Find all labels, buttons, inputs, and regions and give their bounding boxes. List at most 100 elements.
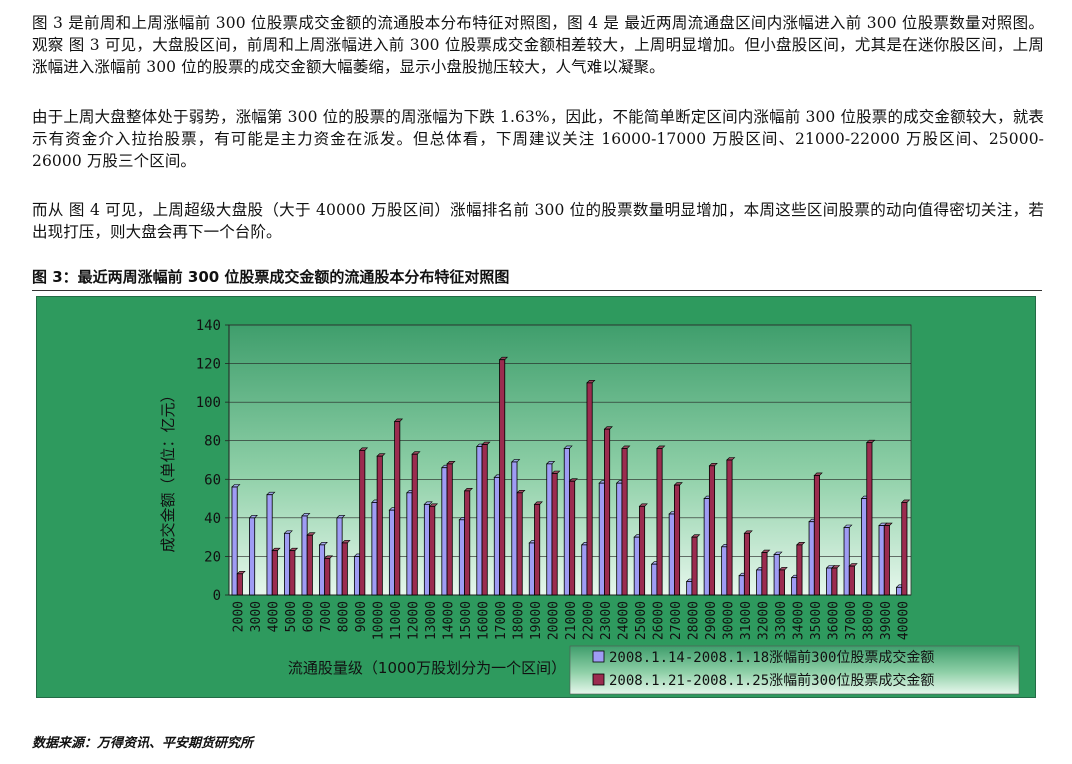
x-tick-label: 26000 [651, 601, 666, 640]
x-tick-label: 37000 [844, 601, 859, 640]
x-tick-label: 32000 [756, 601, 771, 640]
x-tick-label: 3000 [249, 601, 264, 632]
bar-series1 [301, 515, 308, 596]
x-tick-label: 30000 [721, 601, 736, 640]
bar-chart: 0 20 40 60 80 100 120 140 2000 3000 4000 5000 6000 70… [159, 318, 1020, 695]
y-tick-label: 120 [196, 357, 221, 373]
paragraph-3: 而从 图 4 可见，上周超级大盘股（大于 40000 万股区间）涨幅排名前 30… [32, 201, 1044, 241]
x-tick-label: 38000 [861, 601, 876, 640]
y-tick-label: 80 [204, 434, 221, 450]
bar-series2 [289, 550, 296, 596]
bar-series2 [446, 463, 453, 596]
bar-series1 [441, 467, 448, 596]
x-tick-label: 11000 [389, 601, 404, 640]
bar-series2 [901, 502, 908, 596]
bar-series2 [883, 525, 890, 596]
bar-series1 [371, 502, 378, 596]
bar-series1 [721, 546, 728, 596]
x-tick-label: 21000 [564, 601, 579, 640]
bar-series1 [581, 544, 588, 596]
y-tick-label: 20 [204, 549, 221, 565]
bar-series1 [458, 519, 465, 596]
paragraph-1: 图 3 是前周和上周涨幅前 300 位股票成交金额的流通股本分布特征对照图，图 … [32, 14, 1044, 76]
x-tick-label: 31000 [739, 601, 754, 640]
bar-series1 [528, 542, 535, 596]
chart-frame: 0 20 40 60 80 100 120 140 2000 3000 4000 5000 6000 70… [36, 296, 1036, 698]
legend-label-2: 2008.1.21-2008.1.25涨幅前300位股票成交金额 [609, 672, 934, 689]
bar-series1 [703, 498, 710, 596]
bar-series2 [586, 382, 593, 596]
bar-series1 [388, 509, 396, 596]
bar-series2 [236, 573, 243, 596]
title-divider [32, 290, 1042, 291]
bar-series2 [534, 503, 541, 596]
paragraph-2: 由于上周大盘整体处于弱势，涨幅第 300 位的股票的周涨幅为下跌 1.63%，因… [32, 108, 1044, 170]
bar-series1 [511, 461, 518, 596]
x-tick-label: 25000 [634, 601, 649, 640]
bar-series2 [411, 453, 418, 596]
y-tick-label: 140 [196, 318, 221, 334]
bar-series2 [831, 567, 838, 596]
x-tick-label: 17000 [494, 601, 509, 640]
bar-series2 [761, 552, 768, 596]
x-tick-label: 36000 [826, 601, 841, 640]
bar-series2 [656, 448, 663, 596]
bar-series2 [271, 550, 278, 596]
x-tick-label: 20000 [547, 601, 562, 640]
bar-series1 [861, 498, 868, 596]
bar-series1 [231, 486, 238, 596]
y-tick-label: 0 [213, 588, 221, 604]
legend-swatch-2 [592, 673, 605, 686]
x-tick-label: 13000 [424, 601, 439, 640]
x-tick-label: 10000 [372, 601, 387, 640]
bar-series1 [773, 554, 780, 596]
x-tick-label: 6000 [302, 601, 317, 632]
y-tick-label: 40 [204, 511, 221, 527]
bar-series2 [429, 505, 436, 596]
bar-series2 [499, 359, 506, 596]
bar-series2 [569, 480, 576, 596]
x-tick-label: 22000 [581, 601, 596, 640]
x-tick-label: 15000 [459, 601, 474, 640]
y-tick-label: 100 [196, 395, 221, 411]
x-tick-label: 4000 [267, 601, 282, 632]
bar-series2 [324, 557, 331, 596]
bar-series2 [621, 448, 628, 596]
x-tick-label: 24000 [616, 601, 631, 640]
x-tick-label: 16000 [477, 601, 492, 640]
bar-series2 [516, 492, 523, 596]
x-tick-label: 34000 [791, 601, 806, 640]
bar-series2 [639, 505, 646, 596]
legend-swatch-1 [592, 650, 605, 663]
x-tick-label: 35000 [809, 601, 824, 640]
legend-box [569, 645, 1020, 695]
bar-series1 [336, 517, 343, 596]
x-tick-label: 12000 [407, 601, 422, 640]
bar-series1 [319, 544, 326, 596]
y-axis-title: 成交金额（单位：亿元） [159, 387, 177, 552]
bar-series1 [353, 556, 361, 596]
bar-series1 [651, 563, 658, 596]
bar-series1 [686, 581, 693, 596]
x-tick-label: 40000 [896, 601, 911, 640]
bar-series1 [843, 527, 850, 596]
source-note: 数据来源：万得资讯、平安期货研究所 [32, 736, 254, 751]
bar-series1 [791, 577, 798, 596]
bar-series2 [866, 442, 873, 596]
bar-series2 [359, 449, 366, 596]
x-tick-label: 28000 [686, 601, 701, 640]
bar-series2 [394, 421, 401, 596]
bar-series1 [546, 463, 553, 596]
bar-series2 [778, 569, 785, 596]
x-tick-label: 14000 [442, 601, 457, 640]
bar-series2 [848, 565, 855, 596]
bar-series2 [481, 444, 488, 596]
bar-series2 [743, 532, 750, 596]
bar-series2 [796, 544, 803, 596]
bar-series1 [284, 532, 291, 596]
bar-series1 [423, 503, 430, 596]
bar-series1 [738, 575, 745, 596]
x-tick-label: 9000 [354, 601, 369, 632]
bar-series1 [668, 513, 675, 596]
x-tick-label: 5000 [284, 601, 299, 632]
